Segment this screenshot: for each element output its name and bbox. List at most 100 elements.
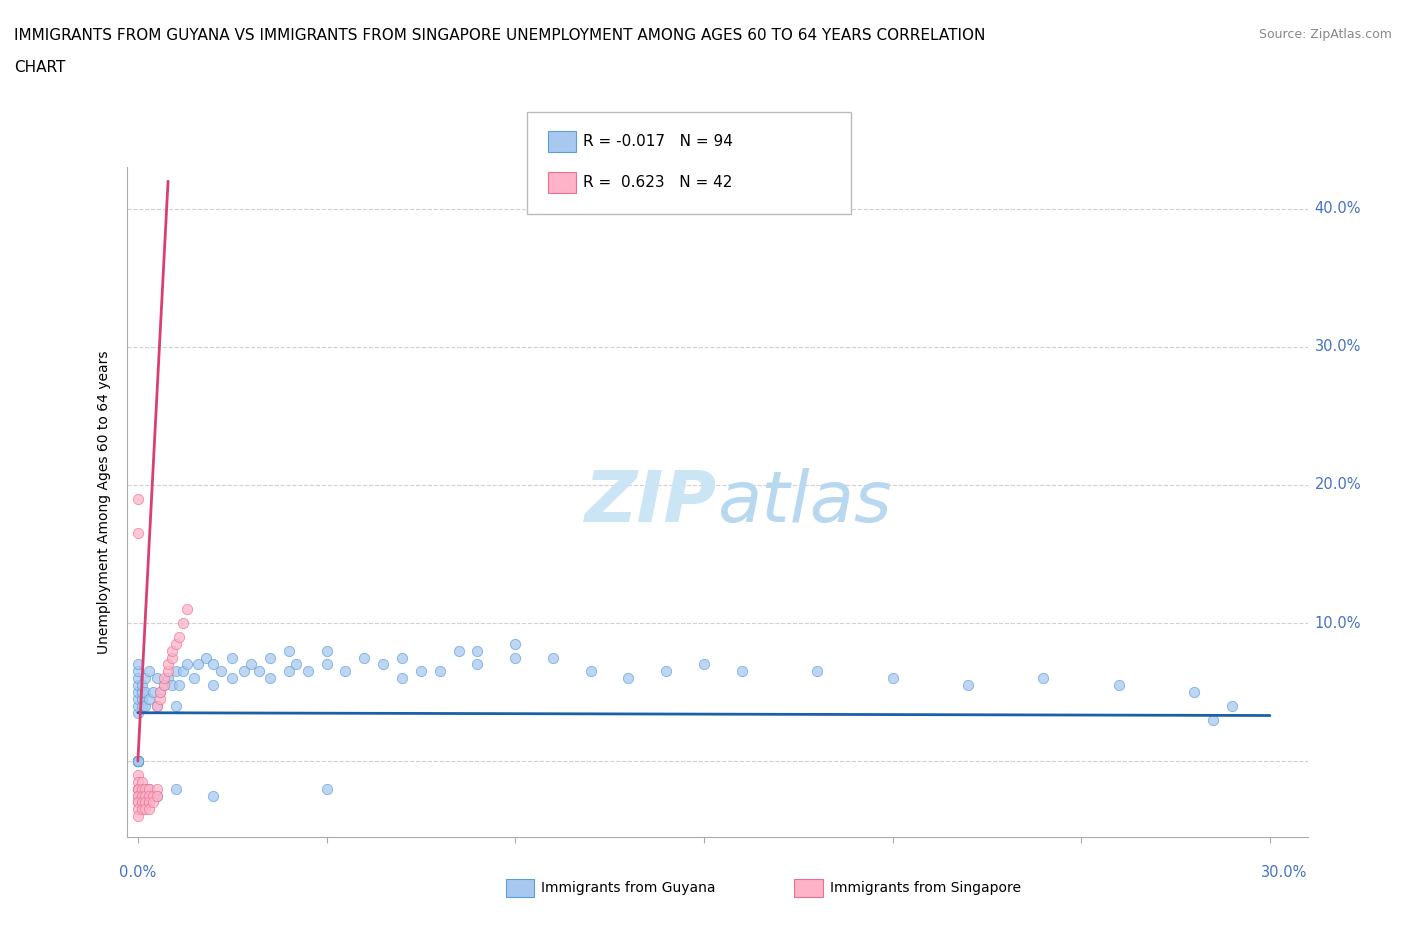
Point (247, 664, 270, 679)
Point (169, 630, 191, 644)
Point (127, 775, 149, 790)
Point (127, 491, 149, 506)
Point (131, 788, 153, 803)
Point (165, 636, 187, 651)
Point (882, 671, 904, 685)
Point (134, 781, 156, 796)
Point (145, 671, 167, 685)
Point (169, 678, 191, 693)
Point (131, 781, 153, 796)
Point (138, 788, 160, 803)
Point (1108, 678, 1130, 693)
Point (127, 753, 149, 768)
Point (138, 692, 160, 707)
Point (138, 781, 160, 796)
Point (131, 678, 153, 693)
Point (277, 664, 299, 679)
Text: R =  0.623   N = 42: R = 0.623 N = 42 (583, 175, 733, 190)
Point (277, 644, 299, 658)
Point (209, 664, 232, 679)
Text: 30.0%: 30.0% (1315, 339, 1361, 354)
Point (259, 650, 281, 665)
Point (693, 657, 716, 671)
Point (353, 650, 375, 665)
Point (153, 678, 176, 693)
Point (259, 671, 281, 685)
Point (371, 657, 394, 671)
Point (145, 781, 167, 796)
Text: ZIP: ZIP (585, 468, 717, 537)
Point (183, 671, 205, 685)
Point (127, 753, 149, 768)
Point (127, 753, 149, 768)
Point (221, 650, 243, 665)
Point (157, 657, 180, 671)
Point (157, 664, 180, 679)
Point (127, 781, 149, 796)
Point (127, 809, 149, 824)
Point (127, 767, 149, 782)
Point (138, 781, 160, 796)
Point (1202, 712, 1225, 727)
Point (131, 698, 153, 713)
Y-axis label: Unemployment Among Ages 60 to 64 years: Unemployment Among Ages 60 to 64 years (97, 351, 111, 654)
Point (127, 795, 149, 810)
Point (127, 753, 149, 768)
Point (138, 802, 160, 817)
Point (127, 753, 149, 768)
Point (160, 650, 183, 665)
Point (153, 671, 176, 685)
Point (202, 657, 225, 671)
Point (127, 753, 149, 768)
Point (145, 788, 167, 803)
Point (134, 802, 156, 817)
Point (1220, 698, 1243, 713)
Point (149, 684, 172, 699)
Point (655, 664, 678, 679)
Point (127, 664, 149, 679)
Point (127, 788, 149, 803)
Text: Immigrants from Guyana: Immigrants from Guyana (541, 881, 716, 896)
Point (503, 636, 526, 651)
Text: 0.0%: 0.0% (120, 865, 156, 880)
Point (172, 664, 194, 679)
Point (806, 664, 828, 679)
Point (1182, 684, 1205, 699)
Point (221, 671, 243, 685)
Point (160, 678, 183, 693)
Point (127, 671, 149, 685)
Point (134, 684, 156, 699)
Point (315, 644, 337, 658)
Point (1032, 671, 1054, 685)
Point (127, 753, 149, 768)
Point (145, 698, 167, 713)
Point (176, 602, 198, 617)
Point (142, 795, 165, 810)
Point (153, 678, 176, 693)
Point (730, 664, 752, 679)
Text: 10.0%: 10.0% (1315, 616, 1361, 631)
Point (127, 753, 149, 768)
Point (138, 795, 160, 810)
Point (127, 698, 149, 713)
Text: atlas: atlas (717, 468, 891, 537)
Point (429, 664, 451, 679)
Point (541, 650, 564, 665)
Point (127, 802, 149, 817)
Point (160, 644, 183, 658)
Point (165, 781, 187, 796)
Point (145, 788, 167, 803)
Text: Immigrants from Singapore: Immigrants from Singapore (830, 881, 1021, 896)
Point (187, 657, 209, 671)
Point (134, 795, 156, 810)
Point (172, 616, 194, 631)
Point (315, 781, 337, 796)
Point (956, 678, 979, 693)
Text: 30.0%: 30.0% (1261, 865, 1308, 880)
Point (617, 671, 640, 685)
Text: 20.0%: 20.0% (1315, 477, 1361, 493)
Text: Source: ZipAtlas.com: Source: ZipAtlas.com (1258, 28, 1392, 41)
Point (127, 692, 149, 707)
Point (127, 525, 149, 540)
Point (131, 775, 153, 790)
